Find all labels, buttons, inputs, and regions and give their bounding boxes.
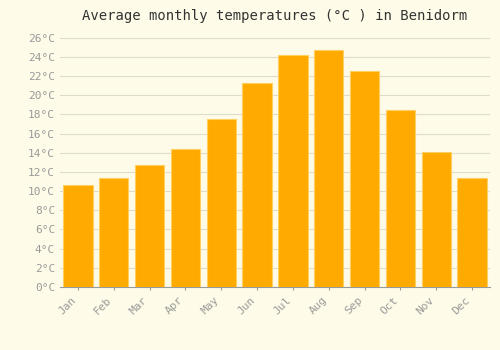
Bar bbox=[314, 50, 344, 287]
Title: Average monthly temperatures (°C ) in Benidorm: Average monthly temperatures (°C ) in Be… bbox=[82, 9, 468, 23]
Bar bbox=[135, 165, 164, 287]
Bar bbox=[386, 110, 415, 287]
Bar bbox=[458, 178, 487, 287]
Bar bbox=[206, 119, 236, 287]
Bar bbox=[242, 83, 272, 287]
Bar bbox=[422, 152, 451, 287]
Bar bbox=[63, 185, 92, 287]
Bar bbox=[99, 178, 128, 287]
Bar bbox=[350, 71, 380, 287]
Bar bbox=[278, 55, 308, 287]
Bar bbox=[170, 149, 200, 287]
